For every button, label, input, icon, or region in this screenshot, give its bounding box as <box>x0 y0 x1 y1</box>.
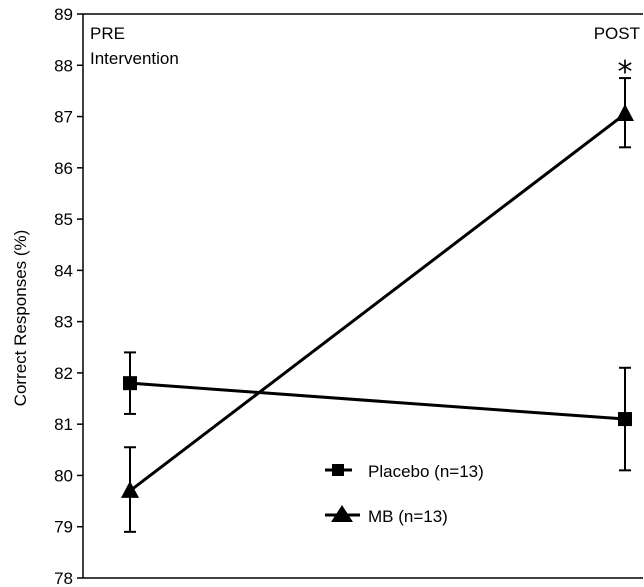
y-tick-label: 85 <box>54 210 73 229</box>
y-tick-label: 81 <box>54 415 73 434</box>
pre-intervention-label: Intervention <box>90 49 179 68</box>
placebo-point <box>123 376 137 391</box>
series-group <box>121 77 634 533</box>
pre-label: PRE <box>90 24 125 43</box>
y-tick-label: 83 <box>54 313 73 332</box>
y-tick-label: 87 <box>54 108 73 127</box>
legend-mb-label: MB (n=13) <box>368 507 448 526</box>
legend-placebo-label: Placebo (n=13) <box>368 462 484 481</box>
y-ticks: 78 79 80 81 82 83 84 85 86 87 88 89 <box>54 5 83 587</box>
axes <box>82 13 643 579</box>
post-label: POST <box>594 24 640 43</box>
placebo-point <box>618 412 632 427</box>
y-tick-label: 84 <box>54 261 73 280</box>
legend-mb-marker <box>331 505 353 522</box>
legend: Placebo (n=13) MB (n=13) <box>325 462 484 526</box>
y-tick-label: 86 <box>54 159 73 178</box>
y-tick-label: 89 <box>54 5 73 24</box>
y-tick-label: 80 <box>54 466 73 485</box>
mb-point <box>616 103 634 121</box>
y-tick-label: 78 <box>54 569 73 587</box>
significance-asterisk: * <box>618 55 633 90</box>
y-tick-label: 79 <box>54 518 73 537</box>
legend-placebo-marker <box>332 464 344 476</box>
series-line-mb <box>129 112 626 493</box>
y-axis-title: Correct Responses (%) <box>11 230 30 407</box>
series-line-placebo <box>129 381 626 421</box>
mb-point <box>121 480 139 498</box>
y-tick-label: 82 <box>54 364 73 383</box>
y-tick-label: 88 <box>54 56 73 75</box>
